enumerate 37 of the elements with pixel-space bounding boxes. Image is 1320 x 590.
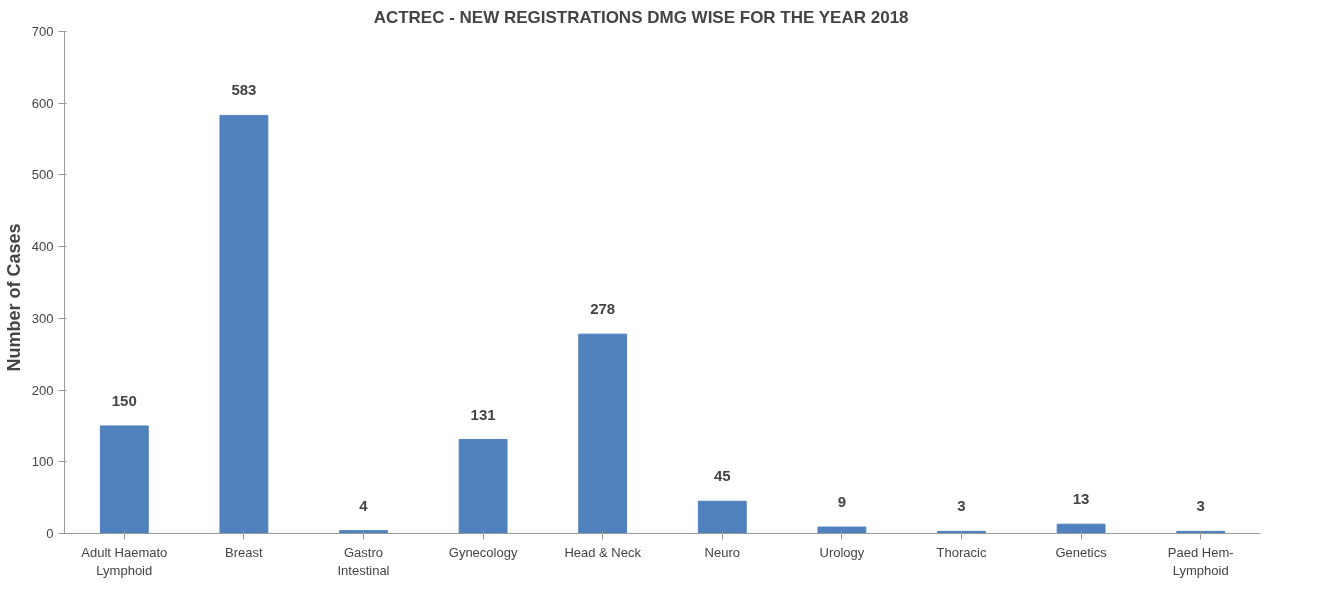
data-label: 9	[837, 493, 847, 511]
bar	[1056, 523, 1106, 534]
y-tick-label: 400	[31, 239, 54, 255]
data-label: 3	[957, 497, 966, 515]
y-tick-label: 600	[31, 95, 54, 111]
bar	[817, 526, 867, 534]
x-tick-label: Urology	[819, 544, 865, 560]
bar	[99, 425, 149, 534]
bar	[578, 333, 628, 534]
data-label: 4	[359, 496, 369, 514]
x-tick-label: Genetics	[1055, 544, 1108, 560]
data-label: 150	[111, 391, 137, 409]
x-tick-label: Gastro Intestinal	[337, 544, 390, 578]
y-axis-title: Number of Cases	[3, 223, 24, 372]
chart-title: ACTREC - NEW REGISTRATIONS DMG WISE FOR THE YEAR 2018	[373, 7, 909, 27]
bar	[458, 439, 508, 534]
data-label: 45	[713, 467, 731, 485]
data-label: 13	[1072, 490, 1090, 508]
bar	[697, 500, 747, 534]
y-tick-label: 300	[31, 310, 54, 326]
x-tick-label: Gynecology	[448, 544, 518, 560]
y-tick-label: 200	[31, 382, 54, 398]
y-tick-label: 0	[46, 526, 54, 541]
y-tick-label: 100	[31, 454, 54, 470]
bar	[219, 114, 269, 534]
x-tick-label: Adult Haemato Lymphoid	[81, 544, 168, 578]
data-label: 278	[590, 300, 616, 318]
x-tick-label: Paed Hem- Lymphoid	[1167, 544, 1234, 578]
y-tick-label: 700	[31, 24, 54, 39]
data-label: 3	[1196, 497, 1205, 515]
x-tick-label: Head & Neck	[564, 544, 642, 560]
x-tick-label: Thoracic	[936, 544, 987, 560]
y-tick-label: 500	[31, 167, 54, 183]
data-label: 583	[231, 81, 257, 99]
x-tick-label: Breast	[225, 544, 264, 560]
data-label: 131	[470, 405, 496, 423]
x-tick-label: Neuro	[704, 544, 741, 560]
